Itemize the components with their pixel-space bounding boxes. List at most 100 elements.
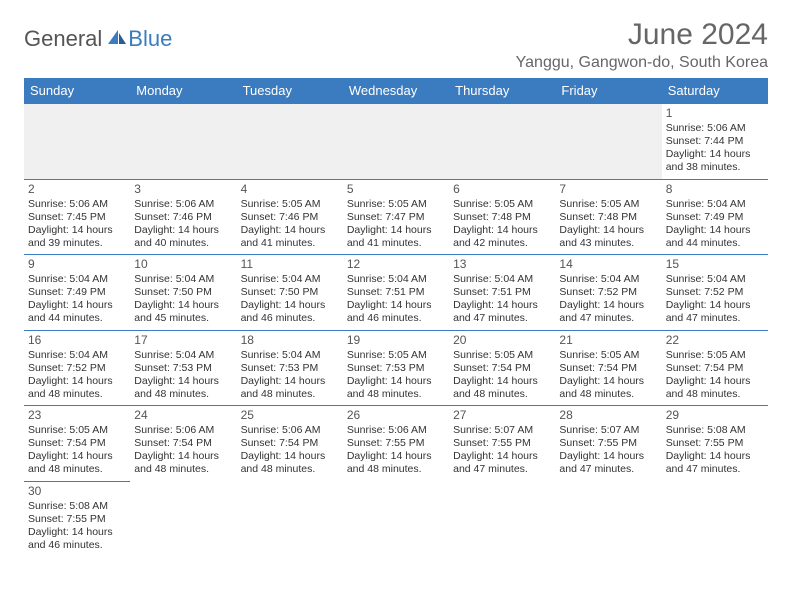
day-header: Sunday — [24, 78, 130, 104]
sunrise-line: Sunrise: 5:04 AM — [347, 273, 445, 286]
day-number: 3 — [134, 182, 232, 197]
sail-icon — [106, 28, 128, 51]
calendar-day: 7Sunrise: 5:05 AMSunset: 7:48 PMDaylight… — [555, 179, 661, 255]
sunset-line: Sunset: 7:54 PM — [666, 362, 764, 375]
calendar-day: 21Sunrise: 5:05 AMSunset: 7:54 PMDayligh… — [555, 330, 661, 406]
day-number: 4 — [241, 182, 339, 197]
sunset-line: Sunset: 7:53 PM — [347, 362, 445, 375]
daylight-line: Daylight: 14 hours and 47 minutes. — [666, 299, 764, 325]
day-number: 13 — [453, 257, 551, 272]
sunrise-line: Sunrise: 5:04 AM — [134, 349, 232, 362]
daylight-line: Daylight: 14 hours and 48 minutes. — [28, 450, 126, 476]
daylight-line: Daylight: 14 hours and 48 minutes. — [241, 375, 339, 401]
sunrise-line: Sunrise: 5:07 AM — [453, 424, 551, 437]
calendar-day: 4Sunrise: 5:05 AMSunset: 7:46 PMDaylight… — [237, 179, 343, 255]
sunrise-line: Sunrise: 5:06 AM — [28, 198, 126, 211]
daylight-line: Daylight: 14 hours and 48 minutes. — [28, 375, 126, 401]
daylight-line: Daylight: 14 hours and 48 minutes. — [347, 450, 445, 476]
day-number: 9 — [28, 257, 126, 272]
calendar-empty — [343, 104, 449, 180]
daylight-line: Daylight: 14 hours and 47 minutes. — [453, 450, 551, 476]
day-number: 14 — [559, 257, 657, 272]
sunset-line: Sunset: 7:53 PM — [241, 362, 339, 375]
day-number: 23 — [28, 408, 126, 423]
calendar-table: SundayMondayTuesdayWednesdayThursdayFrid… — [24, 78, 768, 556]
sunset-line: Sunset: 7:55 PM — [28, 513, 126, 526]
day-header: Thursday — [449, 78, 555, 104]
daylight-line: Daylight: 14 hours and 48 minutes. — [559, 375, 657, 401]
sunrise-line: Sunrise: 5:04 AM — [666, 198, 764, 211]
calendar-row: 1Sunrise: 5:06 AMSunset: 7:44 PMDaylight… — [24, 104, 768, 180]
day-number: 1 — [666, 106, 764, 121]
calendar-day: 17Sunrise: 5:04 AMSunset: 7:53 PMDayligh… — [130, 330, 236, 406]
daylight-line: Daylight: 14 hours and 47 minutes. — [453, 299, 551, 325]
sunset-line: Sunset: 7:54 PM — [241, 437, 339, 450]
sunrise-line: Sunrise: 5:05 AM — [559, 198, 657, 211]
calendar-row: 16Sunrise: 5:04 AMSunset: 7:52 PMDayligh… — [24, 330, 768, 406]
day-number: 8 — [666, 182, 764, 197]
calendar-day: 15Sunrise: 5:04 AMSunset: 7:52 PMDayligh… — [662, 255, 768, 331]
sunrise-line: Sunrise: 5:06 AM — [347, 424, 445, 437]
calendar-empty — [449, 481, 555, 556]
daylight-line: Daylight: 14 hours and 46 minutes. — [28, 526, 126, 552]
sunrise-line: Sunrise: 5:04 AM — [559, 273, 657, 286]
calendar-day: 9Sunrise: 5:04 AMSunset: 7:49 PMDaylight… — [24, 255, 130, 331]
day-number: 7 — [559, 182, 657, 197]
page-title: June 2024 — [516, 18, 768, 52]
sunrise-line: Sunrise: 5:06 AM — [134, 424, 232, 437]
calendar-day: 8Sunrise: 5:04 AMSunset: 7:49 PMDaylight… — [662, 179, 768, 255]
day-header: Tuesday — [237, 78, 343, 104]
day-number: 24 — [134, 408, 232, 423]
day-number: 15 — [666, 257, 764, 272]
sunrise-line: Sunrise: 5:06 AM — [134, 198, 232, 211]
day-number: 18 — [241, 333, 339, 348]
calendar-day: 24Sunrise: 5:06 AMSunset: 7:54 PMDayligh… — [130, 406, 236, 482]
logo-text-general: General — [24, 26, 102, 52]
day-number: 16 — [28, 333, 126, 348]
calendar-row: 9Sunrise: 5:04 AMSunset: 7:49 PMDaylight… — [24, 255, 768, 331]
sunset-line: Sunset: 7:48 PM — [559, 211, 657, 224]
calendar-row: 23Sunrise: 5:05 AMSunset: 7:54 PMDayligh… — [24, 406, 768, 482]
day-number: 2 — [28, 182, 126, 197]
calendar-empty — [662, 481, 768, 556]
calendar-empty — [555, 104, 661, 180]
day-number: 30 — [28, 484, 126, 499]
calendar-day: 19Sunrise: 5:05 AMSunset: 7:53 PMDayligh… — [343, 330, 449, 406]
calendar-empty — [237, 104, 343, 180]
sunset-line: Sunset: 7:51 PM — [347, 286, 445, 299]
sunset-line: Sunset: 7:49 PM — [666, 211, 764, 224]
day-number: 28 — [559, 408, 657, 423]
calendar-day: 26Sunrise: 5:06 AMSunset: 7:55 PMDayligh… — [343, 406, 449, 482]
day-number: 26 — [347, 408, 445, 423]
sunset-line: Sunset: 7:50 PM — [241, 286, 339, 299]
daylight-line: Daylight: 14 hours and 41 minutes. — [241, 224, 339, 250]
sunset-line: Sunset: 7:51 PM — [453, 286, 551, 299]
day-number: 19 — [347, 333, 445, 348]
calendar-day: 20Sunrise: 5:05 AMSunset: 7:54 PMDayligh… — [449, 330, 555, 406]
calendar-empty — [343, 481, 449, 556]
daylight-line: Daylight: 14 hours and 41 minutes. — [347, 224, 445, 250]
day-number: 10 — [134, 257, 232, 272]
daylight-line: Daylight: 14 hours and 48 minutes. — [134, 450, 232, 476]
sunset-line: Sunset: 7:52 PM — [559, 286, 657, 299]
sunset-line: Sunset: 7:54 PM — [559, 362, 657, 375]
calendar-day: 28Sunrise: 5:07 AMSunset: 7:55 PMDayligh… — [555, 406, 661, 482]
sunset-line: Sunset: 7:52 PM — [666, 286, 764, 299]
sunset-line: Sunset: 7:47 PM — [347, 211, 445, 224]
calendar-day: 10Sunrise: 5:04 AMSunset: 7:50 PMDayligh… — [130, 255, 236, 331]
sunrise-line: Sunrise: 5:06 AM — [241, 424, 339, 437]
calendar-empty — [555, 481, 661, 556]
daylight-line: Daylight: 14 hours and 40 minutes. — [134, 224, 232, 250]
sunrise-line: Sunrise: 5:04 AM — [28, 273, 126, 286]
sunset-line: Sunset: 7:52 PM — [28, 362, 126, 375]
sunrise-line: Sunrise: 5:05 AM — [559, 349, 657, 362]
daylight-line: Daylight: 14 hours and 45 minutes. — [134, 299, 232, 325]
sunset-line: Sunset: 7:54 PM — [28, 437, 126, 450]
day-number: 6 — [453, 182, 551, 197]
calendar-empty — [237, 481, 343, 556]
sunrise-line: Sunrise: 5:07 AM — [559, 424, 657, 437]
page-subtitle: Yanggu, Gangwon-do, South Korea — [516, 54, 768, 72]
calendar-empty — [449, 104, 555, 180]
daylight-line: Daylight: 14 hours and 43 minutes. — [559, 224, 657, 250]
sunrise-line: Sunrise: 5:05 AM — [241, 198, 339, 211]
